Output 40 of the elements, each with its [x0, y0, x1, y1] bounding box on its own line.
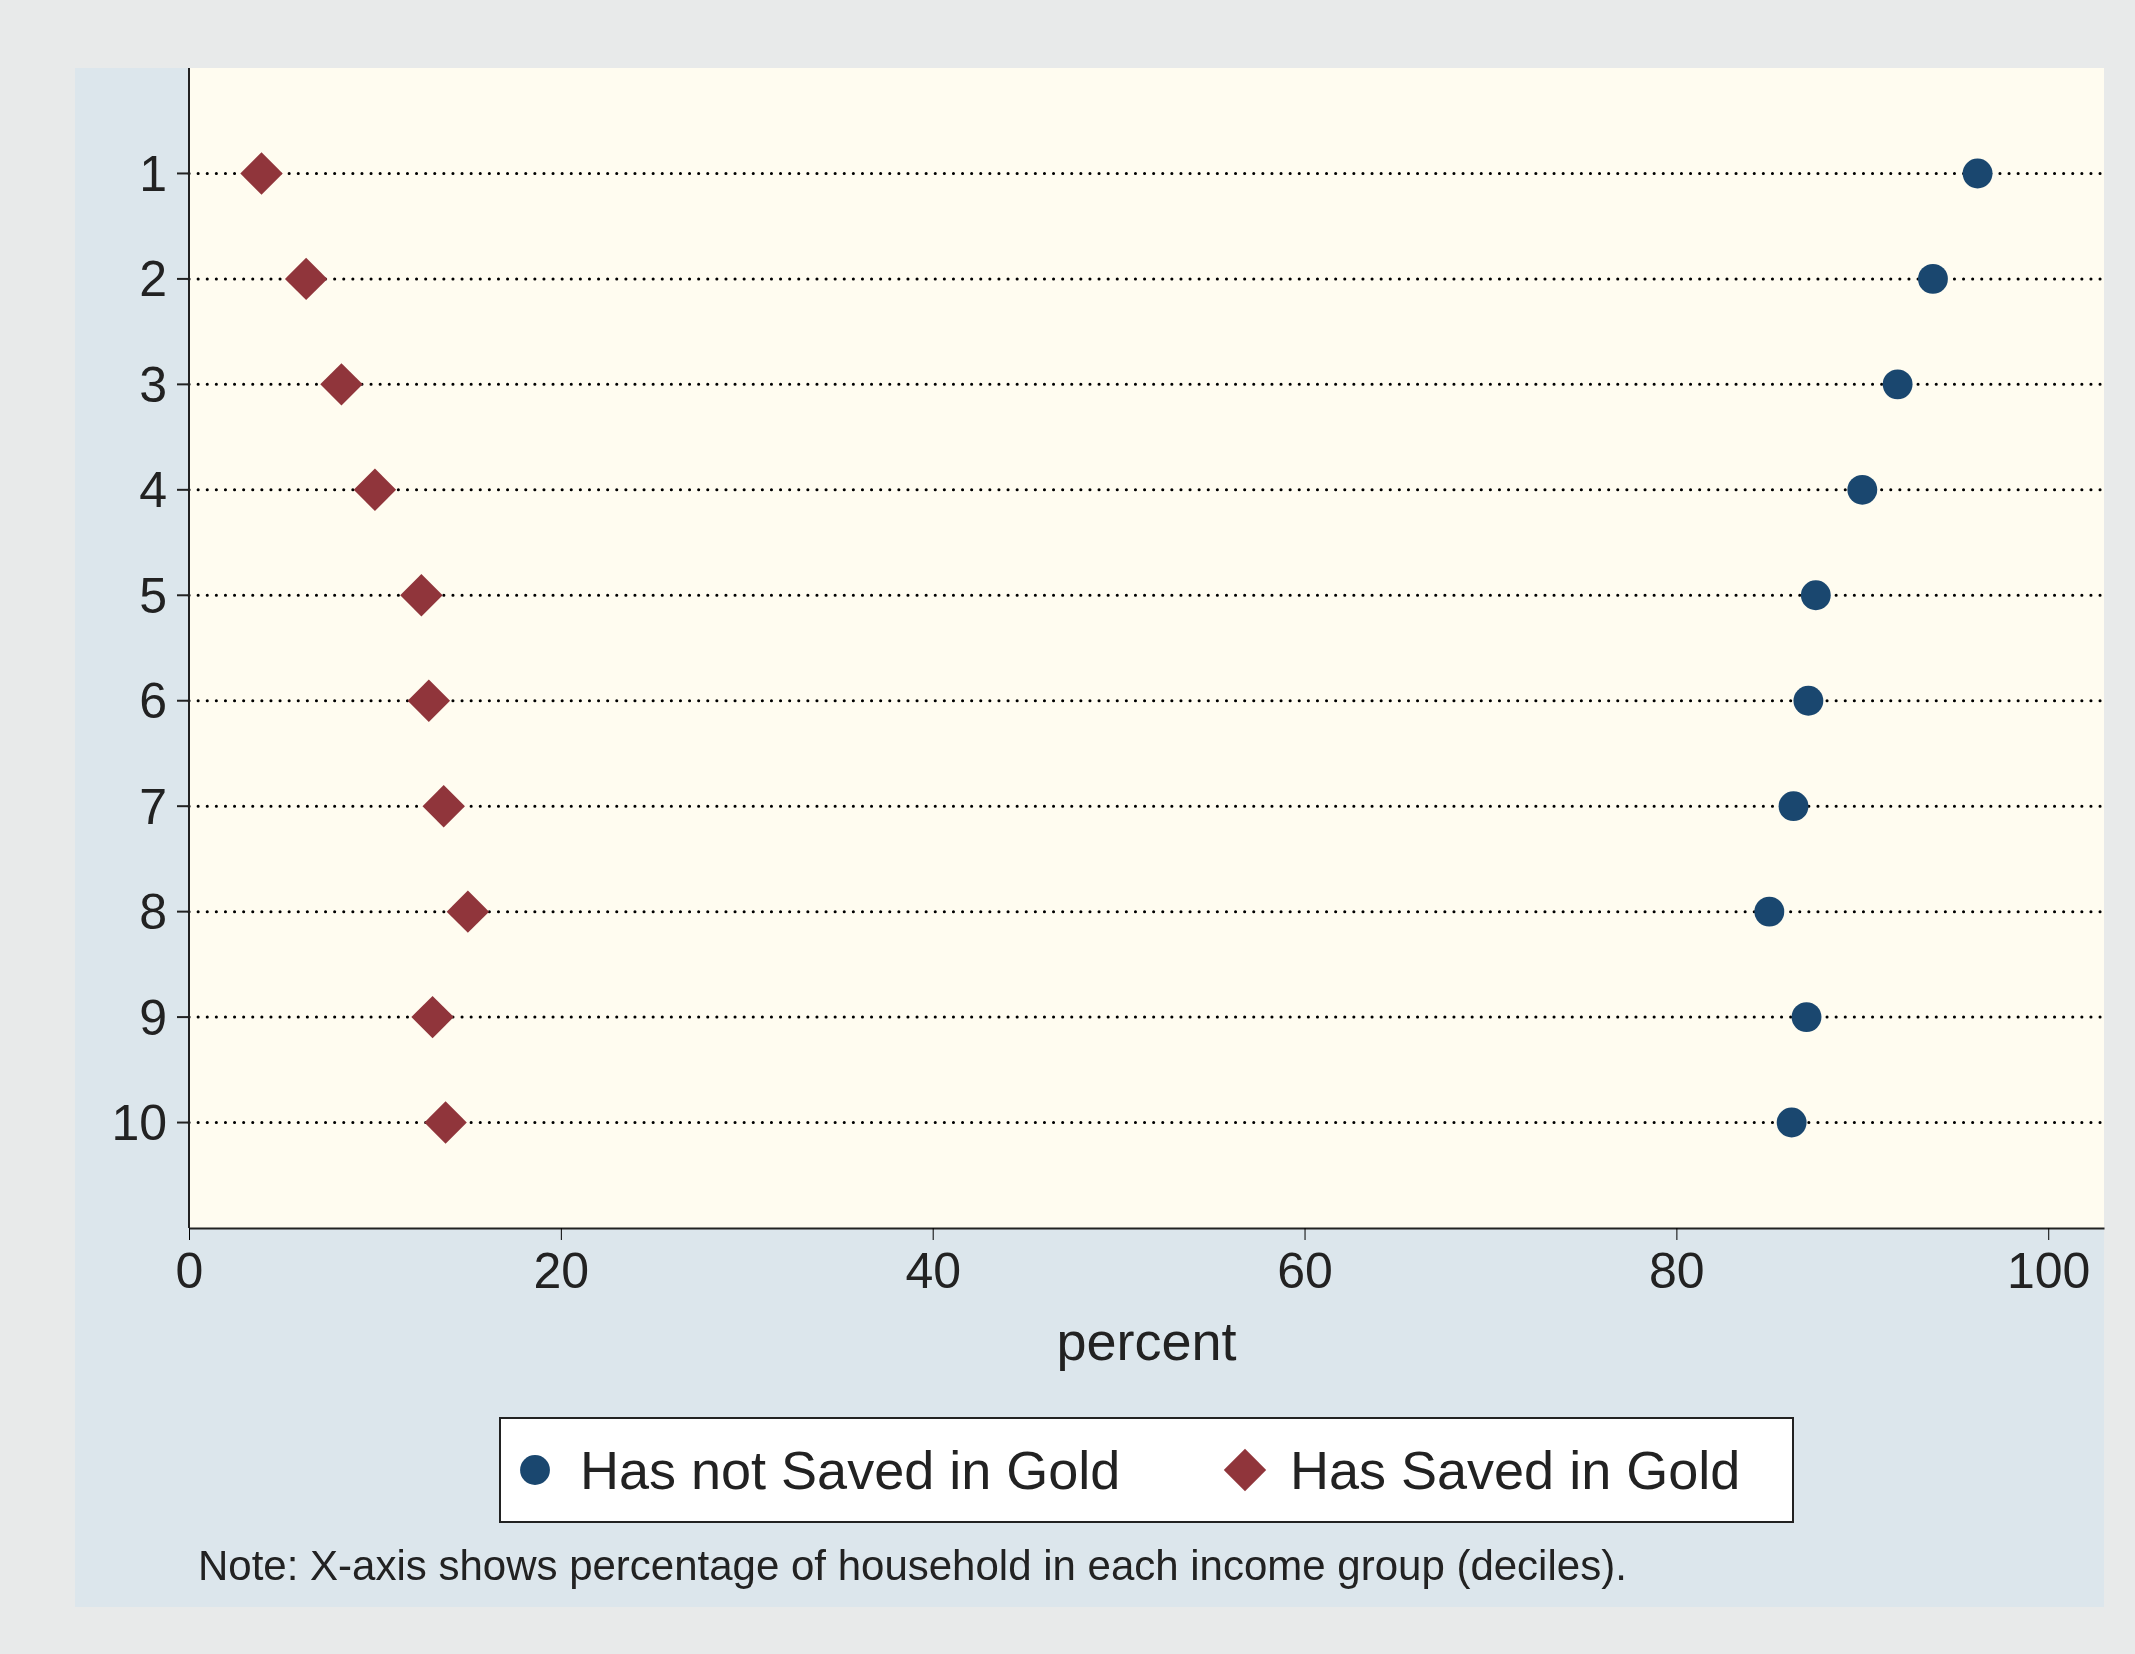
y-tick-label: 4 — [139, 462, 167, 519]
point — [422, 784, 465, 828]
point — [411, 995, 454, 1039]
point — [1793, 685, 1824, 716]
point — [1791, 1002, 1822, 1032]
point — [1918, 264, 1948, 294]
x-tick-label: 40 — [905, 1243, 961, 1299]
x-axis-title: percent — [1056, 1311, 1237, 1371]
y-tick-label: 3 — [139, 356, 167, 413]
y-tick-label: 5 — [139, 567, 167, 624]
y-tick-label: 8 — [139, 884, 167, 941]
point — [284, 257, 328, 301]
point — [240, 152, 283, 195]
point — [1962, 158, 1993, 189]
point — [353, 468, 397, 512]
x-tick-label: 60 — [1277, 1243, 1333, 1299]
point — [400, 574, 443, 617]
legend-label: Has Saved in Gold — [1290, 1439, 1741, 1500]
text: Note: X-axis shows percentage of household in each income group (deciles). — [198, 1542, 1627, 1589]
x-tick-label: 0 — [175, 1243, 204, 1299]
point — [1778, 791, 1809, 822]
y-tick-label: 10 — [111, 1095, 167, 1152]
point — [1882, 369, 1913, 400]
point — [1754, 896, 1785, 927]
y-tick-label: 7 — [139, 778, 167, 835]
y-tick-label: 1 — [139, 145, 167, 202]
point — [1847, 474, 1878, 505]
y-tick-label: 9 — [139, 989, 167, 1046]
x-tick-label: 20 — [533, 1243, 590, 1299]
y-tick-label: 2 — [139, 251, 167, 308]
point — [1800, 580, 1831, 611]
point — [446, 890, 490, 933]
point — [407, 679, 451, 722]
y-tick-label: 6 — [139, 673, 167, 730]
legend-label: Has not Saved in Gold — [580, 1439, 1121, 1500]
point — [424, 1101, 467, 1144]
x-tick-label: 80 — [1649, 1243, 1705, 1299]
x-tick-label: 100 — [2007, 1243, 2091, 1299]
point — [1776, 1107, 1807, 1138]
point — [320, 363, 363, 406]
